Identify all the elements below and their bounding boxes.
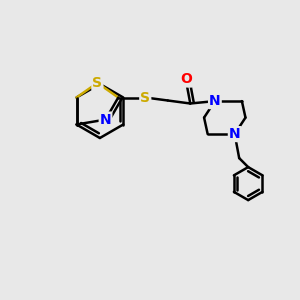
Text: N: N — [209, 94, 221, 108]
Text: S: S — [92, 76, 102, 90]
Text: O: O — [180, 73, 192, 86]
Text: N: N — [100, 112, 111, 127]
Text: S: S — [140, 91, 150, 104]
Text: N: N — [229, 127, 241, 141]
